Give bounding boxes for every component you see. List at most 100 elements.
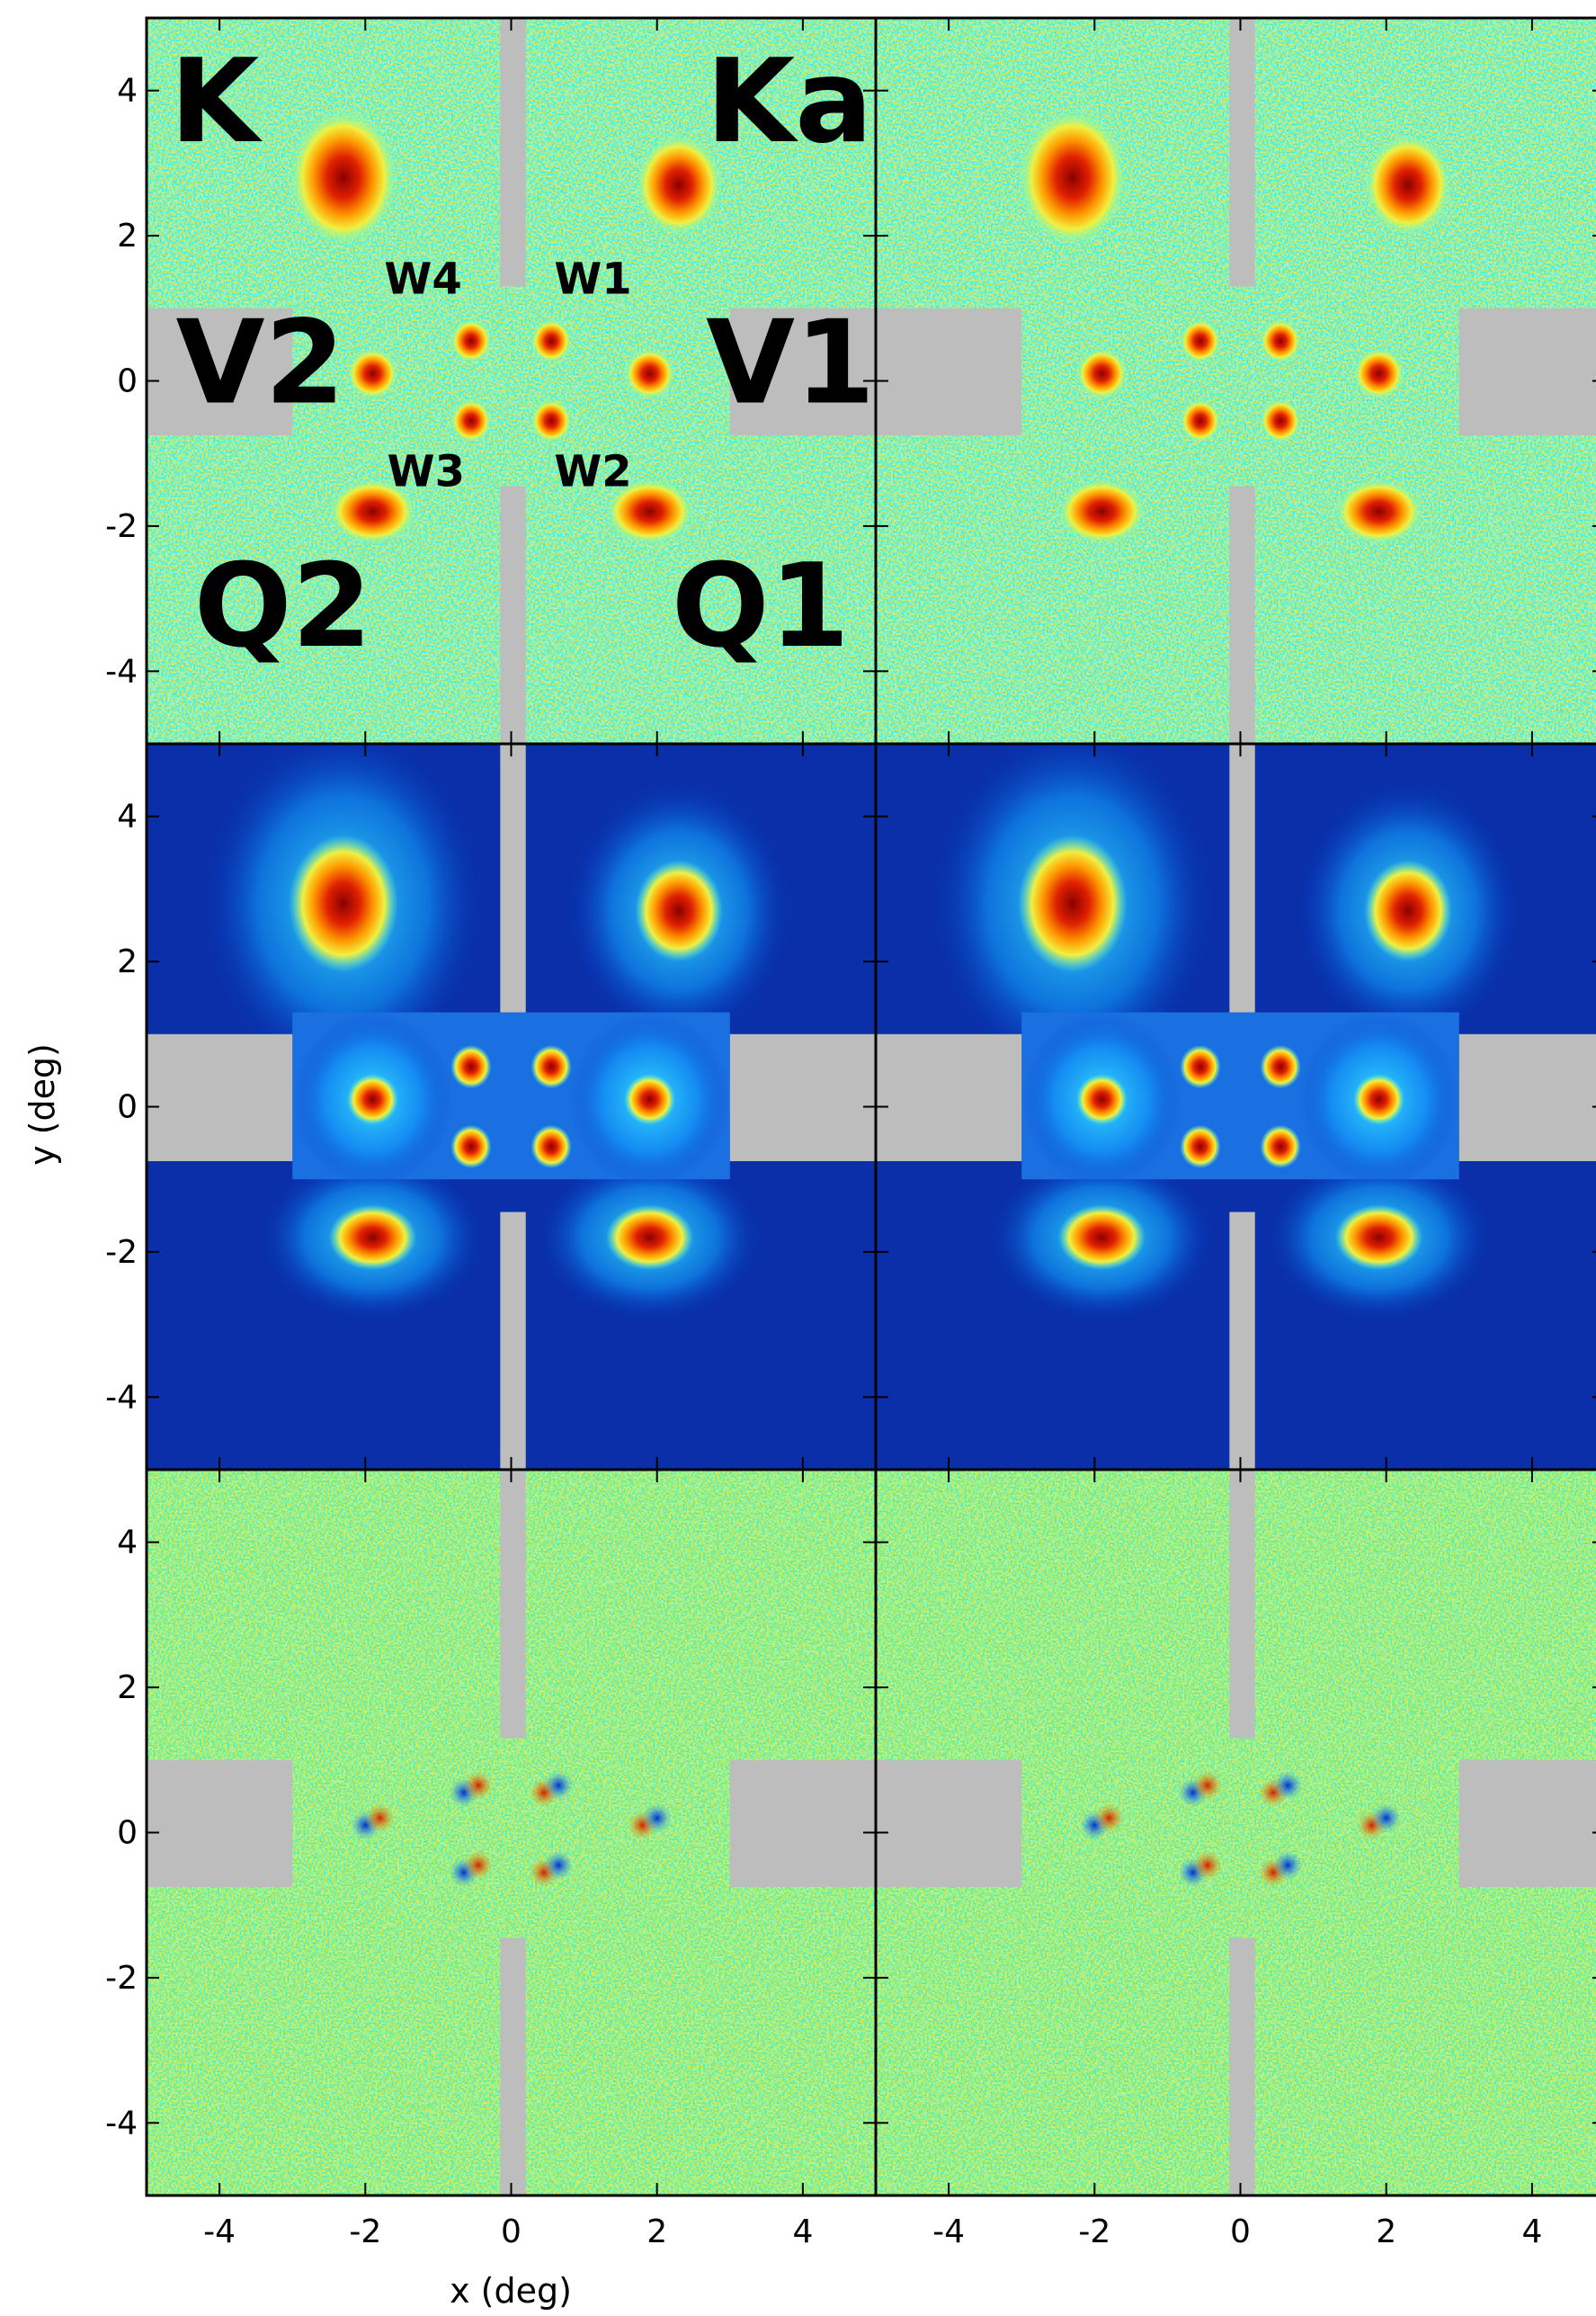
mask [147,308,293,436]
mask [876,1759,1022,1888]
residual [365,1803,395,1833]
beam [531,1044,572,1089]
mask [729,1759,876,1888]
mask [500,744,526,1013]
y-tick-label: 4 [117,73,138,110]
mask [729,1033,876,1162]
residual [1192,1770,1223,1801]
annotation: V1 [706,297,875,431]
beam [624,348,675,399]
mask [500,486,526,744]
beam [1260,398,1301,443]
mask [1229,744,1255,1013]
beam [1353,348,1404,399]
beam [635,134,723,237]
beam [531,398,572,443]
mask [147,1033,293,1162]
mask [500,18,526,287]
mask [500,1470,526,1739]
mask [1458,308,1596,436]
beam [1180,1124,1221,1169]
panel: -4 -2 0 2 4 [105,16,878,746]
beam [1364,860,1452,962]
beam [1018,834,1128,973]
y-tick-label: -4 [105,2105,138,2142]
y-tick-label: -4 [105,1379,138,1416]
x-tick-label: -4 [203,2213,236,2250]
mask [876,308,1022,436]
panel-image [876,744,1596,1470]
x-tick-label: 0 [501,2213,522,2250]
y-tick-label: -2 [105,1960,138,1997]
x-tick-label: 4 [792,2213,813,2250]
beam [1180,1044,1221,1089]
beam [531,1124,572,1169]
y-tick-label: -4 [105,653,138,690]
annotation: W3 [388,447,465,497]
annotation: Q1 [672,540,850,674]
residual [642,1803,672,1833]
beam [1057,478,1146,545]
beam [1364,134,1452,237]
mask [876,1033,1022,1162]
annotation: W4 [384,255,461,305]
y-tick-label: 0 [117,363,138,400]
x-tick-label: -2 [1078,2213,1110,2250]
mask [729,308,876,436]
mask [1229,486,1255,744]
residual [1272,1850,1303,1881]
x-tick-label: -4 [932,2213,965,2250]
beam [1353,1074,1404,1125]
beam [328,1204,417,1271]
panel [874,742,1596,1471]
beam [1180,318,1221,363]
beam [1260,1124,1301,1169]
beam [450,318,492,363]
mask [1229,1470,1255,1739]
residual [1094,1803,1124,1833]
beam [1334,478,1423,545]
beam [289,834,398,973]
y-tick-label: -2 [105,1234,138,1271]
y-tick-label: -2 [105,508,138,545]
y-tick-label: 0 [117,1089,138,1126]
beam [1076,1074,1128,1125]
residual [1192,1850,1223,1881]
y-tick-label: 2 [117,218,138,255]
annotation: Ka [706,35,873,169]
annotation: W2 [554,447,631,497]
panel: -4 -2 0 2 4 -4 -2 0 2 4 [105,1468,878,2250]
beam [1260,1044,1301,1089]
beam [624,1074,675,1125]
beam [450,398,492,443]
y-tick-label: 4 [117,1525,138,1561]
x-tick-label: -2 [349,2213,381,2250]
beam [605,1204,694,1271]
beam [635,860,723,962]
mask [1229,1212,1255,1470]
mask [1229,1937,1255,2195]
panel-image [147,744,876,1470]
annotation: K [170,35,263,169]
panel-image [147,18,876,744]
y-tick-label: 2 [117,943,138,980]
beam [289,108,398,247]
mask [1229,18,1255,287]
beam [328,478,417,545]
beam [1180,398,1221,443]
residual [543,1850,574,1881]
beam [1334,1204,1423,1271]
y-axis-label: y (deg) [22,1043,62,1166]
annotation: W1 [554,255,631,305]
panel: -4 -2 0 2 4 [105,742,878,1471]
residual [1371,1803,1401,1833]
beam [347,348,398,399]
x-tick-label: 2 [1376,2213,1396,2250]
x-tick-label: 4 [1521,2213,1542,2250]
panel [874,16,1596,746]
mask [1458,1033,1596,1162]
beam [1076,348,1128,399]
beam [1018,108,1128,247]
annotation: Q2 [194,540,372,674]
